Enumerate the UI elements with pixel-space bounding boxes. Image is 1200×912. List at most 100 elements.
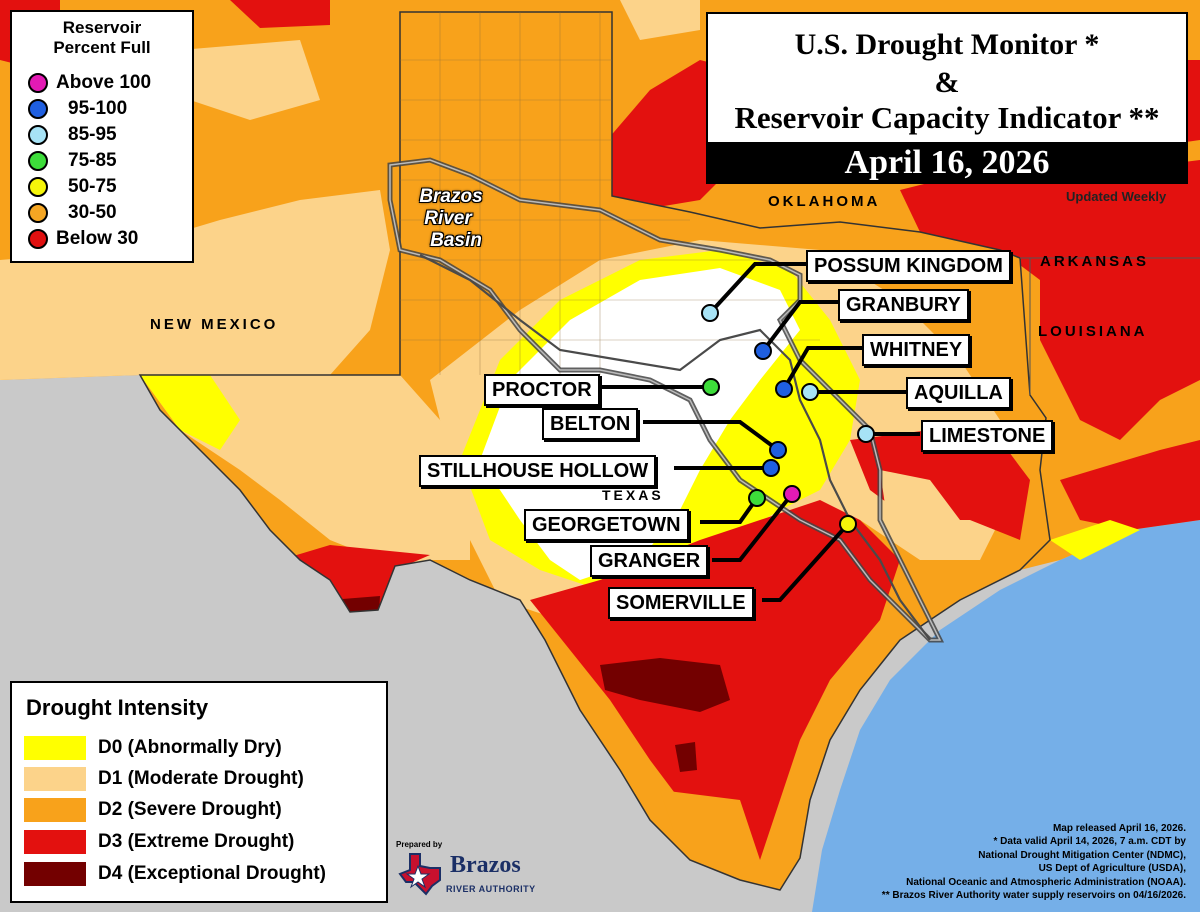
note-line: Map released April 16, 2026.	[1052, 823, 1186, 834]
drought-item-d1: D1 (Moderate Drought)	[24, 766, 380, 792]
east-d1-patch	[880, 470, 960, 550]
source-notes: Map released April 16, 2026. * Data vali…	[882, 822, 1186, 902]
swatch-50-75	[28, 177, 48, 197]
louisiana-d0	[1050, 520, 1140, 560]
legend-label: Below 30	[56, 228, 139, 249]
louisiana-d3	[1060, 440, 1200, 530]
legend-label: 95-100	[68, 98, 128, 119]
swatch-d0	[24, 736, 86, 760]
south-d4-1	[600, 658, 730, 712]
reservoir-dot-limestone[interactable]	[857, 425, 875, 443]
title-line3: Reservoir Capacity Indicator **	[734, 100, 1160, 135]
callout-georgetown[interactable]: GEORGETOWN	[524, 509, 689, 541]
prepared-by-label: Prepared by	[396, 840, 443, 849]
legend-label: 30-50	[68, 202, 117, 223]
legend-item-below-30: Below 30	[28, 226, 138, 252]
reservoir-legend-title: Reservoir Percent Full	[12, 18, 192, 58]
basin-label: Brazos River Basin	[396, 186, 506, 252]
logo-name: Brazos	[450, 852, 521, 878]
drought-item-d2: D2 (Severe Drought)	[24, 797, 380, 823]
legend-label: 50-75	[68, 176, 117, 197]
east-texas-d3	[850, 430, 1030, 540]
callout-stillhouse-hollow[interactable]: STILLHOUSE HOLLOW	[419, 455, 657, 487]
swatch-d4	[24, 862, 86, 886]
far-west-d0	[140, 375, 240, 450]
drought-label: D0 (Abnormally Dry)	[98, 737, 282, 758]
title-box: U.S. Drought Monitor * & Reservoir Capac…	[706, 12, 1188, 184]
callout-somerville[interactable]: SOMERVILLE	[608, 587, 754, 619]
brazos-basin-outline-inner	[389, 159, 942, 641]
swatch-below-30	[28, 229, 48, 249]
nm-d1-top	[180, 40, 320, 120]
title-line2: &	[934, 66, 960, 99]
reservoir-dot-granger[interactable]	[783, 485, 801, 503]
state-label-oklahoma: OKLAHOMA	[768, 193, 881, 210]
swatch-75-85	[28, 151, 48, 171]
state-label-texas: TEXAS	[602, 487, 664, 503]
legend-item-30-50: 30-50	[28, 200, 117, 226]
swatch-30-50	[28, 203, 48, 223]
reservoir-dot-granbury[interactable]	[754, 342, 772, 360]
reservoir-dot-georgetown[interactable]	[748, 489, 766, 507]
callout-possum-kingdom[interactable]: POSSUM KINGDOM	[806, 250, 1011, 282]
reservoir-dot-possum-kingdom[interactable]	[701, 304, 719, 322]
legend-label: 85-95	[68, 124, 117, 145]
brazos-river	[419, 254, 931, 641]
callout-limestone[interactable]: LIMESTONE	[921, 420, 1054, 452]
callout-whitney[interactable]: WHITNEY	[862, 334, 971, 366]
reservoir-dot-belton[interactable]	[769, 441, 787, 459]
swatch-d3	[24, 830, 86, 854]
reservoir-dot-somerville[interactable]	[839, 515, 857, 533]
ks-d1	[620, 0, 700, 40]
note-line: * Data valid April 14, 2026, 7 a.m. CDT …	[993, 836, 1187, 848]
legend-label: 75-85	[68, 150, 117, 171]
county-grid	[400, 12, 820, 375]
basin-label-line1: Brazos	[419, 186, 483, 207]
legend-item-85-95: 85-95	[28, 122, 117, 148]
drought-label: D3 (Extreme Drought)	[98, 831, 295, 852]
reservoir-dot-proctor[interactable]	[702, 378, 720, 396]
arkansas-d3	[900, 160, 1200, 440]
legend-item-95-100: 95-100	[28, 96, 127, 122]
reservoir-dot-whitney[interactable]	[775, 380, 793, 398]
callout-granger[interactable]: GRANGER	[590, 545, 709, 577]
drought-item-d3: D3 (Extreme Drought)	[24, 829, 380, 855]
reservoir-legend-title-line1: Reservoir	[62, 18, 142, 37]
big-bend-d3	[280, 545, 430, 612]
note-line: National Oceanic and Atmospheric Adminis…	[906, 876, 1186, 888]
south-tip-d2	[660, 790, 760, 880]
drought-legend-title: Drought Intensity	[26, 695, 209, 720]
basin-label-line2: River	[424, 208, 472, 229]
legend-item-75-85: 75-85	[28, 148, 117, 174]
legend-label: Above 100	[56, 72, 152, 93]
swatch-d1	[24, 767, 86, 791]
callout-granbury[interactable]: GRANBURY	[838, 289, 969, 321]
drought-item-d0: D0 (Abnormally Dry)	[24, 735, 380, 761]
drought-label: D4 (Exceptional Drought)	[98, 863, 327, 884]
callout-belton[interactable]: BELTON	[542, 408, 639, 440]
logo-subtitle: RIVER AUTHORITY	[446, 884, 536, 894]
reservoir-dot-stillhouse-hollow[interactable]	[762, 459, 780, 477]
reservoir-dot-aquilla[interactable]	[801, 383, 819, 401]
reservoir-legend-title-line2: Percent Full	[53, 38, 151, 57]
texas-star-logo-icon	[398, 853, 441, 896]
state-label-arkansas: ARKANSAS	[1040, 253, 1150, 270]
swatch-d2	[24, 798, 86, 822]
note-line: National Drought Mitigation Center (NDMC…	[978, 849, 1186, 861]
callout-aquilla[interactable]: AQUILLA	[906, 377, 1011, 409]
callout-proctor[interactable]: PROCTOR	[484, 374, 600, 406]
note-line: ** Brazos River Authority water supply r…	[881, 890, 1186, 902]
title-date: April 16, 2026	[708, 142, 1186, 184]
updated-weekly-note: Updated Weekly	[1066, 189, 1167, 204]
south-d4-2	[675, 742, 697, 772]
basin-label-line3: Basin	[430, 230, 482, 251]
legend-item-50-75: 50-75	[28, 174, 117, 200]
reservoir-legend: Reservoir Percent Full Above 100 95-100 …	[10, 10, 194, 263]
state-label-new-mexico: NEW MEXICO	[150, 316, 279, 333]
note-line: US Dept of Agriculture (USDA),	[1038, 863, 1186, 875]
swatch-85-95	[28, 125, 48, 145]
leader-lines	[601, 262, 920, 602]
legend-item-above-100: Above 100	[28, 70, 151, 96]
drought-intensity-legend: Drought Intensity D0 (Abnormally Dry) D1…	[10, 681, 388, 903]
